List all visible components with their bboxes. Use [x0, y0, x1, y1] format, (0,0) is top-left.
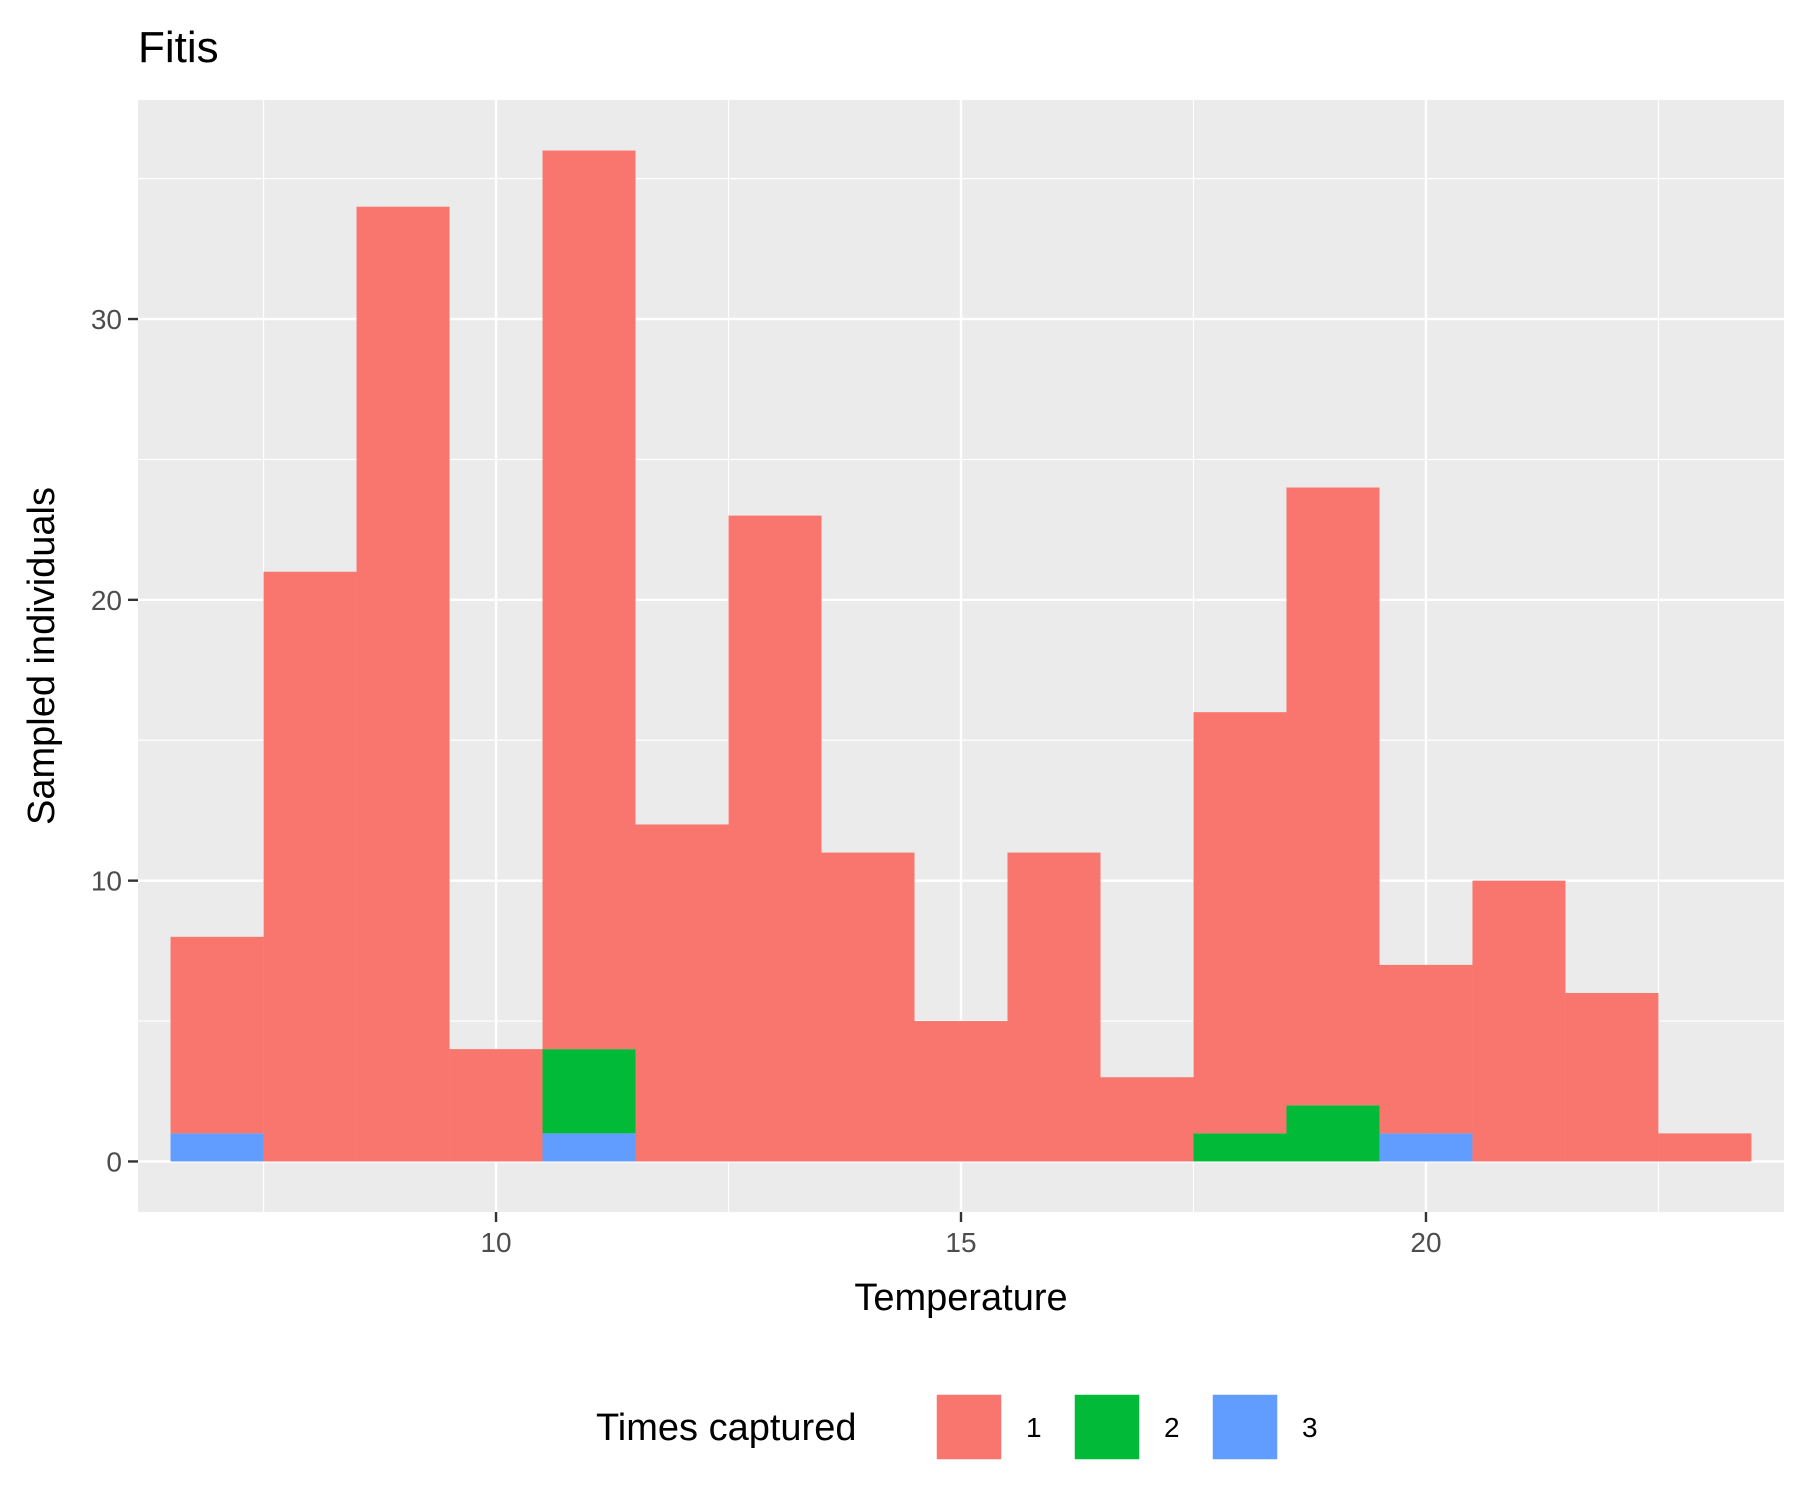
bar-11-series-1 [542, 150, 636, 1050]
legend: Times captured 1 2 3 [596, 1393, 1318, 1461]
bar-11-series-2 [542, 1049, 636, 1134]
legend-title: Times captured [596, 1407, 856, 1449]
bar-10-series-1 [449, 1049, 543, 1162]
y-tick-label: 20 [91, 585, 122, 616]
bar-7-series-3 [170, 1133, 264, 1162]
legend-label-1: 1 [1026, 1412, 1042, 1443]
bar-21-series-1 [1472, 880, 1566, 1162]
y-tick-label: 10 [91, 866, 122, 897]
bar-23-series-1 [1658, 1133, 1752, 1162]
y-tick-label: 0 [106, 1146, 122, 1177]
bar-20-series-3 [1379, 1133, 1473, 1162]
bar-19-series-1 [1286, 487, 1380, 1106]
bar-18-series-2 [1193, 1133, 1287, 1162]
legend-items: 1 2 3 [935, 1393, 1318, 1461]
bar-7-series-1 [170, 936, 264, 1134]
bar-22-series-1 [1565, 992, 1659, 1162]
y-axis: 0 10 20 30 [91, 304, 138, 1177]
bar-16-series-1 [1007, 852, 1101, 1162]
legend-key-2 [1073, 1393, 1141, 1461]
bar-13-series-1 [728, 515, 822, 1162]
bar-12-series-1 [635, 824, 729, 1162]
x-axis: 10 15 20 [480, 1212, 1442, 1258]
bar-8-series-1 [263, 571, 357, 1162]
chart-title: Fitis [138, 23, 219, 72]
x-tick-label: 20 [1410, 1227, 1441, 1258]
legend-label-2: 2 [1164, 1412, 1180, 1443]
bar-9-series-1 [356, 206, 450, 1162]
x-axis-title: Temperature [854, 1277, 1067, 1319]
x-tick-label: 10 [480, 1227, 511, 1258]
bar-14-series-1 [821, 852, 915, 1162]
y-tick-label: 30 [91, 304, 122, 335]
legend-key-1 [935, 1393, 1003, 1461]
bars [170, 150, 1752, 1162]
bar-17-series-1 [1100, 1077, 1194, 1162]
bar-20-series-1 [1379, 964, 1473, 1134]
bar-19-series-2 [1286, 1105, 1380, 1162]
legend-label-3: 3 [1302, 1412, 1318, 1443]
legend-key-3 [1211, 1393, 1279, 1461]
x-tick-label: 15 [945, 1227, 976, 1258]
bar-11-series-3 [542, 1133, 636, 1162]
y-axis-title: Sampled individuals [21, 487, 63, 825]
bar-15-series-1 [914, 1021, 1008, 1162]
bar-18-series-1 [1193, 712, 1287, 1134]
